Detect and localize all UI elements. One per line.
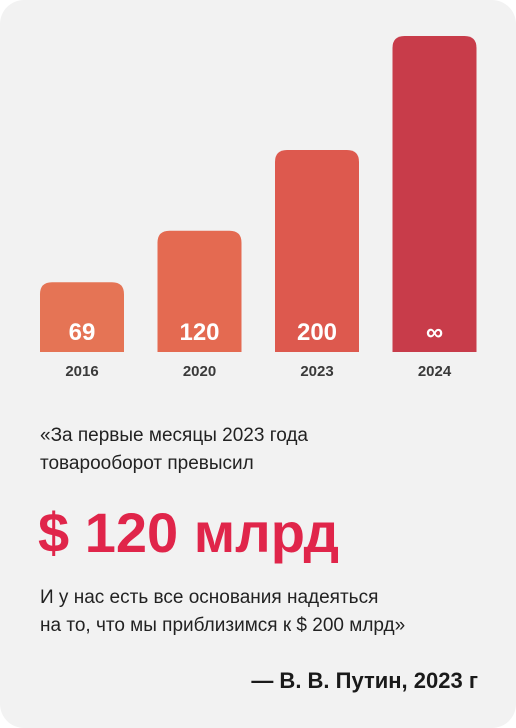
quote-outro-line-2: на то, что мы приблизимся к $ 200 млрд»: [40, 615, 406, 636]
quote-intro-line-2: товарооборот превысил: [40, 453, 254, 474]
highlight-amount: $ 120 млрд: [38, 501, 340, 564]
bar-2023: [275, 150, 359, 352]
bar-value-label: 120: [179, 319, 219, 346]
category-label: 2020: [183, 363, 216, 380]
bar-2020: [157, 230, 242, 352]
bar-value-label: ∞: [426, 319, 443, 346]
quote-outro: И у нас есть все основания надеяться на …: [40, 584, 490, 640]
quote-intro-line-1: «За первые месяцы 2023 года: [40, 425, 309, 446]
bar-value-label: 69: [69, 319, 96, 346]
quote-outro-line-1: И у нас есть все основания надеяться: [40, 587, 379, 608]
bar-2024: [392, 36, 477, 352]
attribution: — В. В. Путин, 2023 г: [251, 668, 478, 693]
bar-chart: 69 2016 120 2020 200 2023 ∞ 2024: [40, 36, 477, 380]
category-label: 2023: [300, 363, 333, 380]
category-label: 2024: [418, 363, 452, 380]
category-label: 2016: [65, 363, 98, 380]
bar-2016: [40, 282, 124, 352]
bar-value-label: 200: [297, 319, 337, 346]
quote-intro: «За первые месяцы 2023 года товарооборот…: [40, 422, 480, 478]
